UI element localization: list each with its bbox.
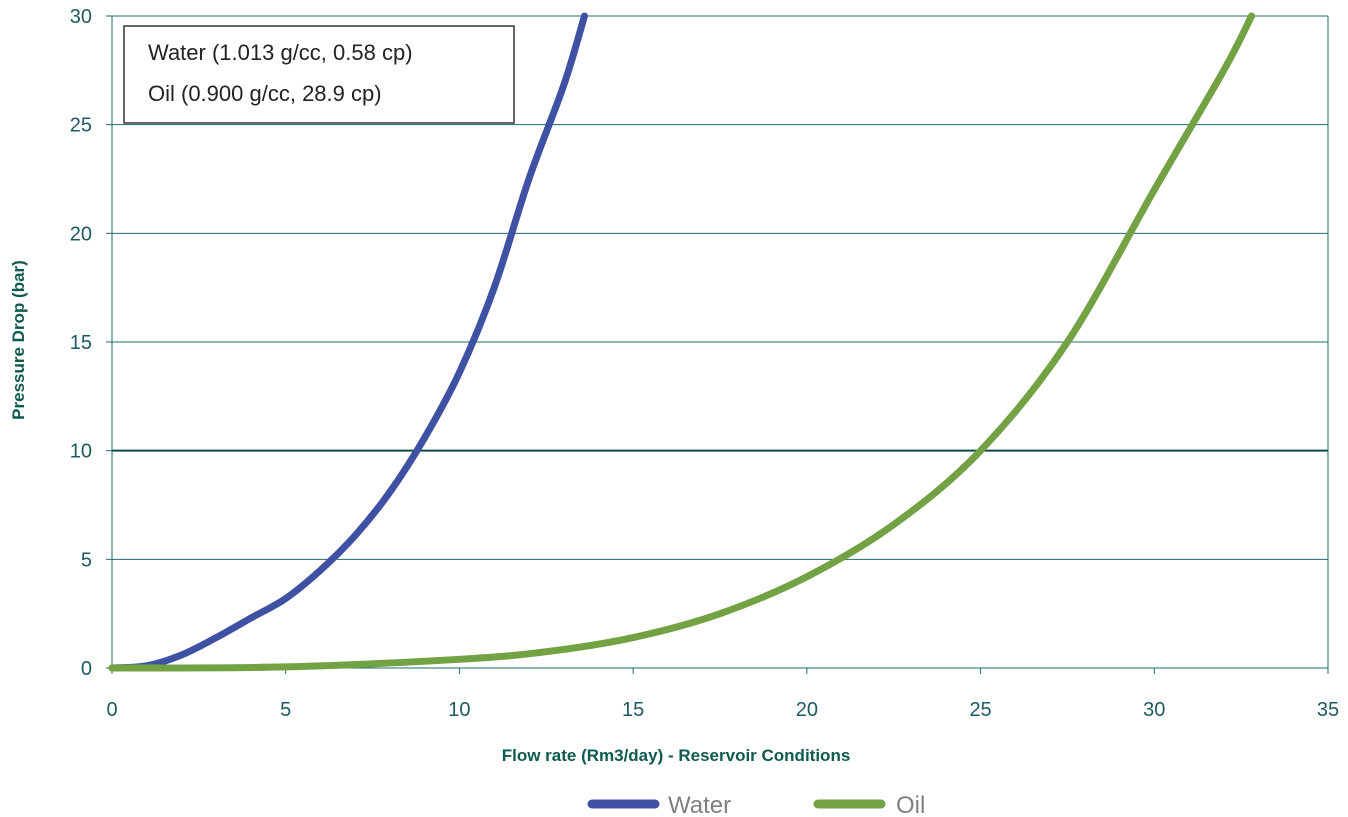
y-tick-label-30: 30 <box>70 6 92 28</box>
x-tick-label-30: 30 <box>1143 699 1165 721</box>
series-line-oil <box>108 12 1256 672</box>
series-line-water <box>108 12 588 672</box>
x-tick-label-5: 5 <box>280 699 291 721</box>
y-tick-label-25: 25 <box>70 115 92 137</box>
annotation-frame <box>123 25 515 124</box>
tick-labels: 0 5 10 15 20 25 30 0 5 10 15 20 25 30 35 <box>70 6 1339 721</box>
annotation-line-oil: Oil (0.900 g/cc, 28.9 cp) <box>148 81 382 106</box>
y-tick-label-10: 10 <box>70 441 92 463</box>
y-tick-label-5: 5 <box>81 549 92 571</box>
legend-label-oil: Oil <box>896 792 925 817</box>
series-lines <box>108 12 1256 672</box>
x-tick-label-35: 35 <box>1317 699 1339 721</box>
annotation-box: Water (1.013 g/cc, 0.58 cp) Oil (0.900 g… <box>123 25 515 124</box>
legend: Water Oil <box>587 792 925 817</box>
x-tick-label-20: 20 <box>796 699 818 721</box>
x-tick-label-15: 15 <box>622 699 644 721</box>
y-tick-label-0: 0 <box>81 658 92 680</box>
x-tick-label-0: 0 <box>106 699 117 721</box>
annotation-line-water: Water (1.013 g/cc, 0.58 cp) <box>148 40 413 65</box>
y-axis-title: Pressure Drop (bar) <box>9 260 28 420</box>
x-tick-label-25: 25 <box>969 699 991 721</box>
x-tick-label-10: 10 <box>448 699 470 721</box>
y-tick-label-15: 15 <box>70 332 92 354</box>
x-axis-title: Flow rate (Rm3/day) - Reservoir Conditio… <box>502 746 851 765</box>
y-tick-label-20: 20 <box>70 223 92 245</box>
legend-label-water: Water <box>668 792 731 817</box>
